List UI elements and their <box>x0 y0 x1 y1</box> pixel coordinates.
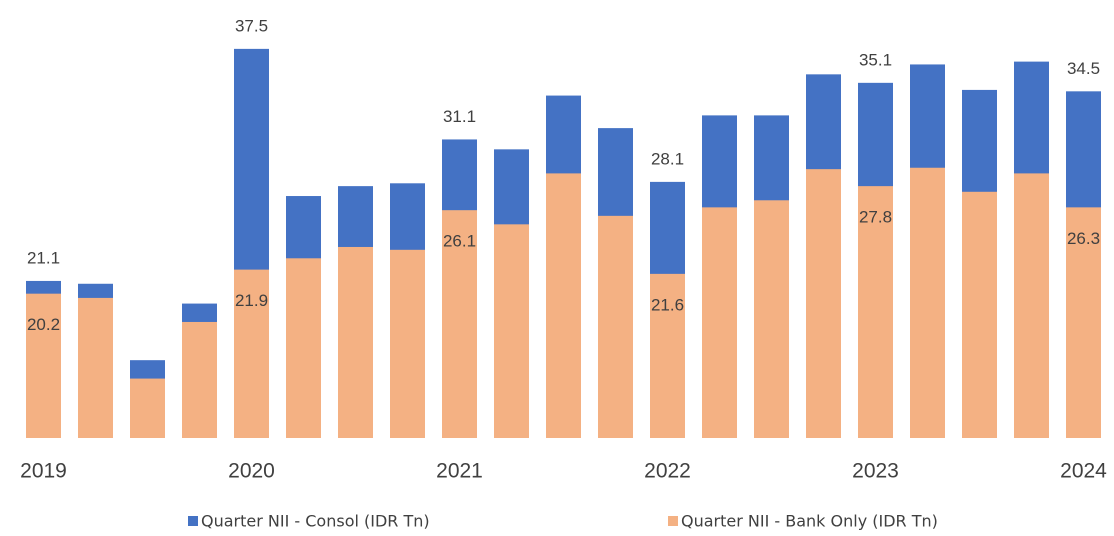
bar <box>702 207 737 438</box>
bar <box>442 210 477 438</box>
bar <box>910 167 945 439</box>
bar <box>286 258 321 438</box>
x-tick-label: 2023 <box>852 460 899 483</box>
x-tick-label: 2022 <box>644 460 691 483</box>
x-tick-label: 2021 <box>436 460 483 483</box>
bar <box>546 173 581 438</box>
legend-swatch <box>188 516 198 526</box>
data-label: 26.3 <box>1067 229 1100 248</box>
data-label: 21.1 <box>27 248 60 267</box>
data-label: 31.1 <box>443 107 476 126</box>
bar <box>754 200 789 438</box>
bar <box>234 269 269 438</box>
bar <box>858 186 893 438</box>
bar <box>962 191 997 438</box>
x-tick-label: 2024 <box>1060 460 1107 483</box>
bar <box>26 293 61 438</box>
bar <box>182 321 217 438</box>
data-label: 35.1 <box>859 50 892 69</box>
data-label: 21.6 <box>651 295 684 314</box>
bar <box>78 297 113 438</box>
legend-label: Quarter NII - Bank Only (IDR Tn) <box>681 512 938 531</box>
data-label: 28.1 <box>651 149 684 168</box>
data-label: 21.9 <box>235 291 268 310</box>
x-tick-label: 2019 <box>20 460 67 483</box>
data-label: 20.2 <box>27 315 60 334</box>
data-label: 34.5 <box>1067 59 1100 78</box>
data-label: 37.5 <box>235 16 268 35</box>
bar <box>1066 207 1101 438</box>
data-label: 27.8 <box>859 208 892 227</box>
legend-label: Quarter NII - Consol (IDR Tn) <box>201 512 430 531</box>
bar <box>806 169 841 438</box>
x-tick-label: 2020 <box>228 460 275 483</box>
bar <box>338 246 373 438</box>
data-label: 26.1 <box>443 232 476 251</box>
bar <box>598 215 633 438</box>
bar <box>494 224 529 438</box>
legend-swatch <box>668 516 678 526</box>
bar <box>1014 173 1049 438</box>
bar <box>390 249 425 438</box>
bar <box>130 378 165 438</box>
bar <box>650 273 685 438</box>
